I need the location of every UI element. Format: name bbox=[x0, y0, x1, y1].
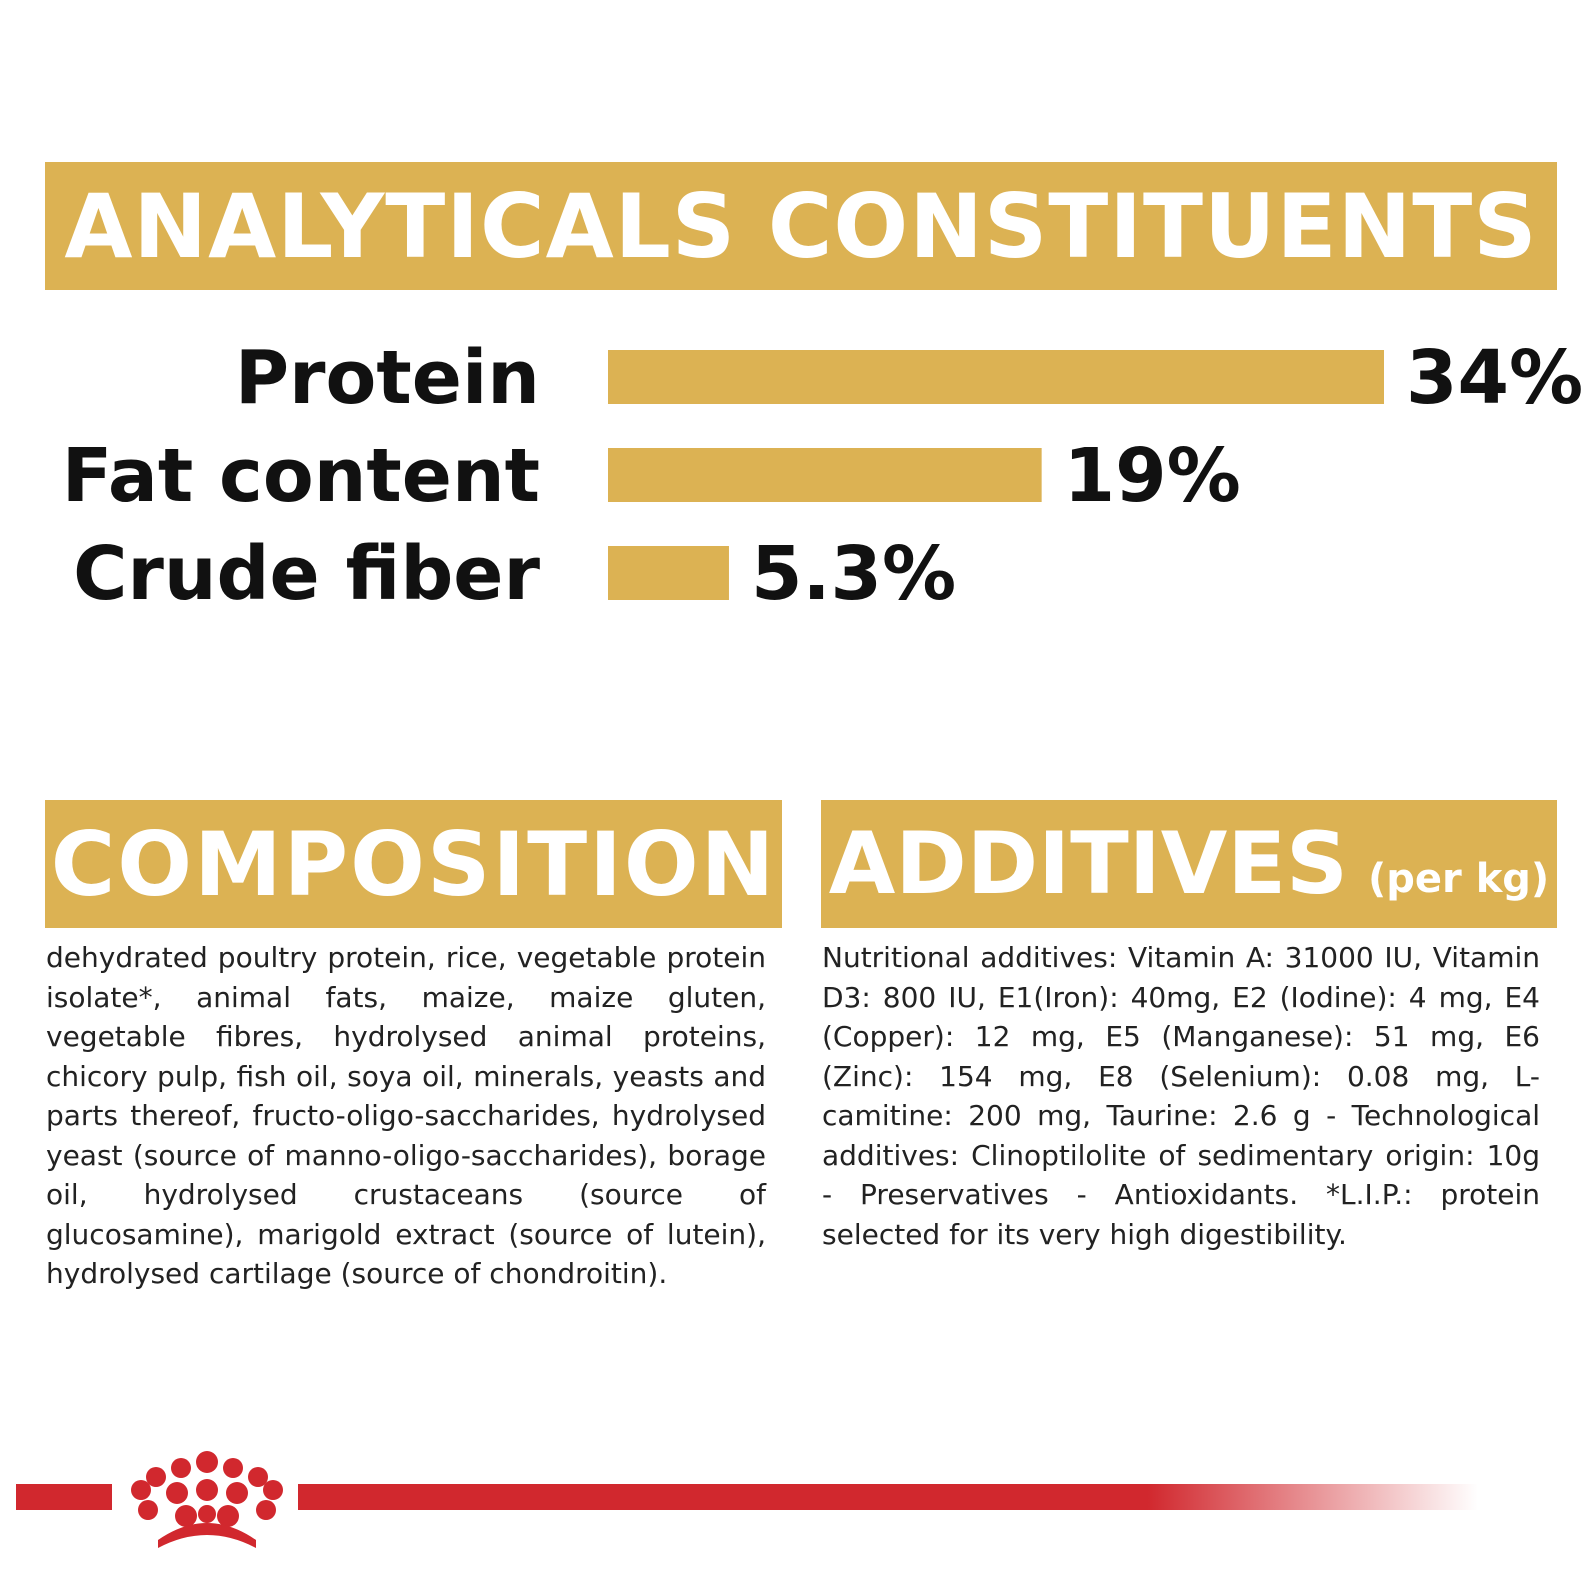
composition-text: dehydrated poultry protein, rice, vegeta… bbox=[46, 941, 766, 1290]
composition-banner: COMPOSITION bbox=[45, 800, 782, 928]
value-label: 19% bbox=[1064, 433, 1241, 519]
additives-title: ADDITIVES bbox=[828, 814, 1348, 914]
brand-line-left bbox=[16, 1484, 112, 1510]
analytical-title: ANALYTICALS CONSTITUENTS bbox=[64, 174, 1538, 278]
footer-brand-line bbox=[16, 1451, 1478, 1548]
bar bbox=[608, 546, 729, 600]
additives-banner: ADDITIVES (per kg) bbox=[821, 800, 1557, 928]
category-label: Protein bbox=[235, 335, 540, 421]
bar bbox=[608, 448, 1042, 502]
bar bbox=[608, 350, 1384, 404]
analytical-banner: ANALYTICALS CONSTITUENTS bbox=[45, 162, 1557, 290]
additives-text: Nutritional additives: Vitamin A: 31000 … bbox=[822, 941, 1540, 1251]
crown-icon bbox=[131, 1451, 283, 1548]
constituents-chart: Protein 34% Fat content 19% Crude fiber 5.3% bbox=[62, 335, 1583, 617]
category-label: Fat content bbox=[62, 433, 540, 519]
value-label: 34% bbox=[1406, 335, 1583, 421]
value-label: 5.3% bbox=[751, 531, 956, 617]
category-label: Crude fiber bbox=[73, 531, 540, 617]
brand-line-right bbox=[298, 1484, 1478, 1510]
additives-subtitle: (per kg) bbox=[1368, 856, 1550, 902]
composition-title: COMPOSITION bbox=[50, 812, 777, 916]
